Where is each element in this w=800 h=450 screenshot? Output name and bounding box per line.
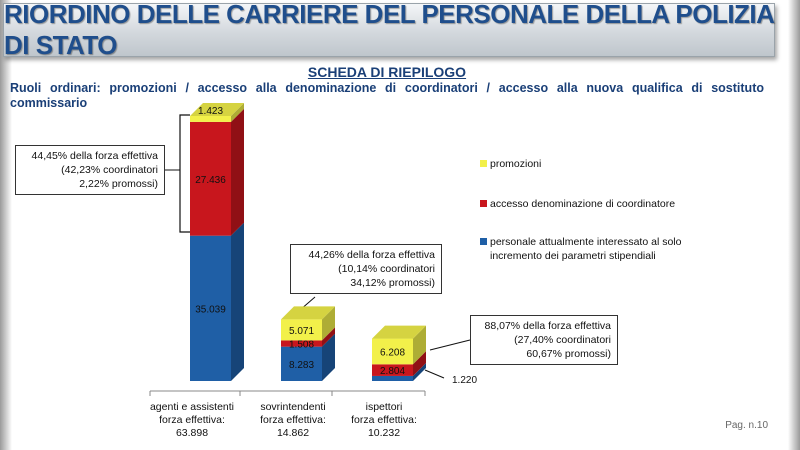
bar-top-promozioni [281,306,335,320]
section-subtitle: SCHEDA DI RIEPILOGO [307,64,467,80]
bar-top-promozioni [372,325,426,339]
callout-line: (42,23% coordinatori [61,164,158,176]
data-label-promozioni: 5.071 [289,326,314,337]
data-label-coordinatori: 27.436 [195,175,226,186]
data-label-interessato: 1.220 [452,375,477,386]
bar-segment-coordinatori [281,340,322,347]
callout-line: 44,45% della forza effettiva [31,150,158,162]
bar-segment-promozioni [190,116,231,122]
bar-segment-coordinatori [372,364,413,376]
legend-label: accesso denominazione di coordinatore [490,198,676,210]
legend-item-interessato: personale attualmente interessato al sol… [480,235,720,263]
category-line: 10.232 [367,427,401,439]
left-edge-shadow [0,0,12,450]
bar-side-interessato [231,222,244,381]
callout-leader-ispettori [429,339,471,351]
callout-line: 34,12% promossi) [350,277,435,289]
category-line: 14.862 [276,427,310,439]
callout-line: (10,14% coordinatori [338,263,435,275]
category-line: 63.898 [175,427,209,439]
legend-label: promozioni [490,158,542,170]
right-edge-shadow [788,0,800,450]
data-label-coordinatori: 2.804 [380,366,405,377]
bar-segment-coordinatori [190,121,231,236]
callout-agenti: 44,45% della forza effettiva (42,23% coo… [15,145,165,195]
data-label-interessato: 35.039 [195,304,226,315]
category-line: ispettori [365,401,403,413]
section-description: Ruoli ordinari: promozioni / accesso all… [10,81,764,110]
data-label-interessato: 8.283 [289,360,314,371]
legend-item-promozioni: promozioni [480,157,720,171]
page-number: Pag. n.10 [725,420,768,431]
callout-line: 2,22% promossi) [79,178,158,190]
legend-swatch-interessato [480,238,487,245]
category-line: forza effettiva: [260,414,326,426]
category-label-agenti: agenti e assistenti forza effettiva: 63.… [137,401,247,440]
legend-item-coordinatori: accesso denominazione di coordinatore [480,197,720,211]
callout-sovrintendenti: 44,26% della forza effettiva (10,14% coo… [290,244,442,294]
data-label-coordinatori: 1.508 [289,340,314,351]
category-line: forza effettiva: [351,414,417,426]
bar-segment-promozioni [281,319,322,341]
value-leader-ispettori-interessato [424,369,445,379]
legend-swatch-coordinatori [480,200,487,207]
category-line: sovrintendenti [260,401,326,413]
legend-swatch-promozioni [480,160,487,167]
bar-side-promozioni [231,103,244,122]
data-label-promozioni: 6.208 [380,347,405,358]
bar-segment-interessato [190,235,231,381]
bar-segment-promozioni [372,338,413,365]
category-label-ispettori: ispettori forza effettiva: 10.232 [329,401,439,440]
bar-side-coordinatori [413,351,426,376]
callout-line: 44,26% della forza effettiva [308,249,435,261]
bar-side-coordinatori [322,327,335,347]
bar-side-interessato [413,362,426,381]
bar-segment-interessato [281,346,322,381]
bar-side-promozioni [413,325,426,365]
bar-segment-interessato [372,375,413,381]
page-title: RIORDINO DELLE CARRIERE DEL PERSONALE DE… [4,0,774,60]
callout-ispettori: 88,07% della forza effettiva (27,40% coo… [470,315,618,365]
bar-side-interessato [322,333,335,381]
bar-side-coordinatori [231,108,244,236]
callout-line: 88,07% della forza effettiva [484,320,611,332]
bracket-agenti [179,114,190,233]
data-label-promozioni: 1.423 [198,106,223,117]
callout-line: 60,67% promossi) [526,348,611,360]
callout-line: (27,40% coordinatori [514,334,611,346]
category-label-sovrintendenti: sovrintendenti forza effettiva: 14.862 [238,401,348,440]
legend-label: personale attualmente interessato al sol… [490,236,682,262]
bar-top-promozioni [190,103,244,116]
bar-side-promozioni [322,306,335,341]
title-banner: RIORDINO DELLE CARRIERE DEL PERSONALE DE… [3,0,775,60]
category-line: forza effettiva: [159,414,225,426]
category-line: agenti e assistenti [149,401,235,413]
